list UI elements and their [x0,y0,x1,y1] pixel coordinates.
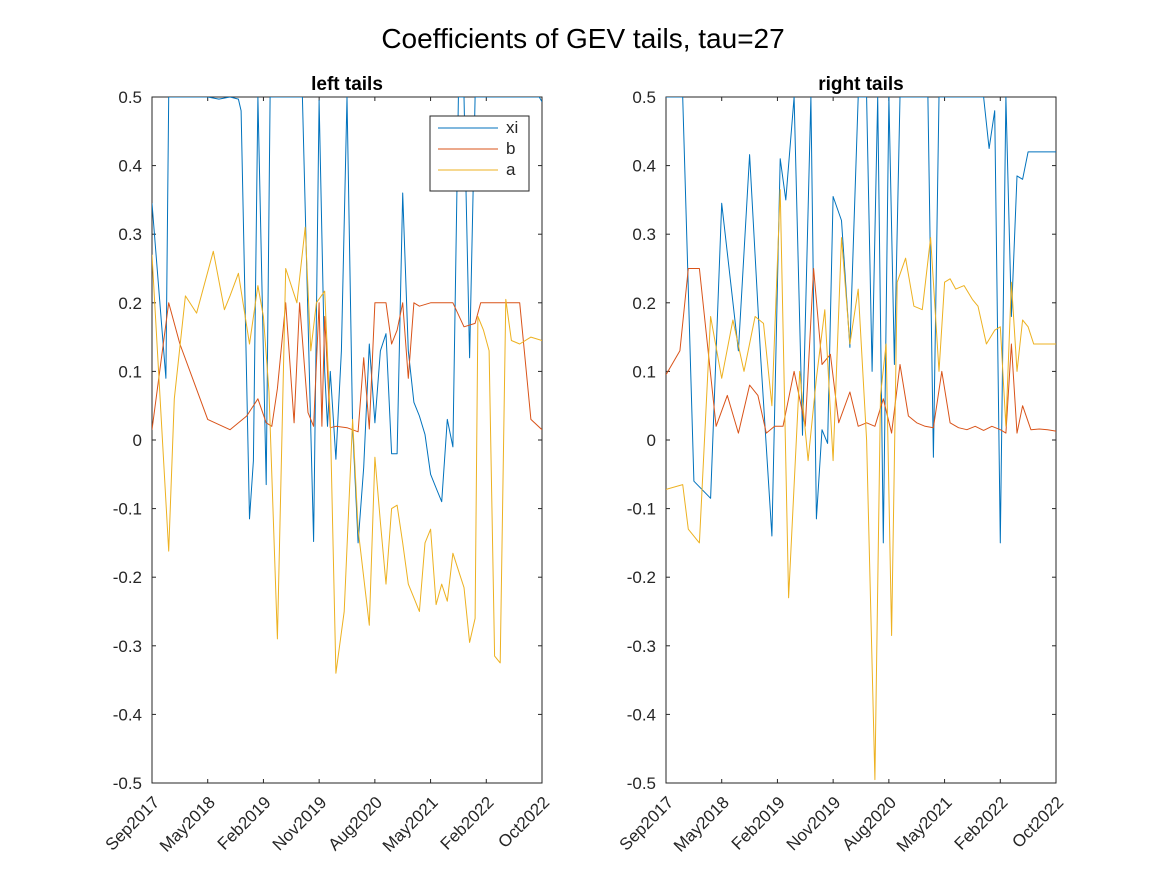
x-tick-label: Nov2019 [269,793,331,855]
y-tick-label: 0.2 [118,294,142,313]
y-tick-label: -0.1 [627,500,656,519]
x-tick-label: May2021 [893,793,956,856]
y-tick-label: 0.3 [118,225,142,244]
x-tick-label: Feb2022 [437,793,498,854]
y-tick-label: -0.2 [627,568,656,587]
x-tick-label: May2018 [156,793,219,856]
x-tick-label: Sep2017 [102,793,164,855]
x-tick-label: Sep2017 [616,793,678,855]
left-tails-panel: -0.5 -0.4 -0.3 -0.2 -0.1 0 0.1 0.2 0.3 0.4 0.5 Sep2… [102,74,554,856]
series-a-line [666,189,1056,781]
x-tick-label: Feb2019 [214,793,275,854]
y-tick-label: 0.3 [632,225,656,244]
y-tick-label: -0.4 [113,705,142,724]
plot-area [151,96,543,784]
y-tick-label: -0.2 [113,568,142,587]
y-tick-label: 0.5 [632,88,656,107]
y-tick-label: -0.5 [113,774,142,793]
y-tick-label: -0.5 [627,774,656,793]
x-tick-label: Aug2020 [325,793,387,855]
series-a-line [152,226,542,674]
y-tick-label: -0.3 [113,637,142,656]
legend: xi ba [429,115,530,192]
legend-label-b: b [506,139,515,158]
y-tick-label: -0.4 [627,705,656,724]
series-b-line [152,302,542,433]
series-xi-line [666,97,1056,544]
series-b-line [666,268,1056,434]
x-tick-label: Feb2022 [951,793,1012,854]
y-tick-label: 0.1 [632,362,656,381]
y-tick-label: -0.1 [113,500,142,519]
y-tick-label: 0.1 [118,362,142,381]
legend-label-xi: xi [506,118,518,137]
y-tick-label: 0 [647,431,656,450]
x-tick-label: Nov2019 [783,793,845,855]
series-xi-line [152,97,542,544]
x-tick-label: Oct2022 [1008,793,1067,852]
x-tick-label: Oct2022 [494,793,553,852]
x-tick-label: May2018 [670,793,733,856]
legend-label-a: a [506,160,516,179]
subplot-title: right tails [818,74,904,95]
figure-title: Coefficients of GEV tails, tau=27 [381,23,784,54]
subplot-title: left tails [311,74,383,95]
x-tick-label: May2021 [379,793,442,856]
x-tick-label: Aug2020 [839,793,901,855]
y-tick-label: 0.4 [632,157,656,176]
y-tick-label: 0 [133,431,142,450]
plot-area [665,96,1057,784]
right-tails-panel: -0.5 -0.4 -0.3 -0.2 -0.1 0 0.1 0.2 0.3 0.4 0.5 Sep2… [616,74,1068,856]
y-tick-label: -0.3 [627,637,656,656]
y-tick-label: 0.5 [118,88,142,107]
y-tick-label: 0.2 [632,294,656,313]
x-tick-label: Feb2019 [728,793,789,854]
y-tick-label: 0.4 [118,157,142,176]
